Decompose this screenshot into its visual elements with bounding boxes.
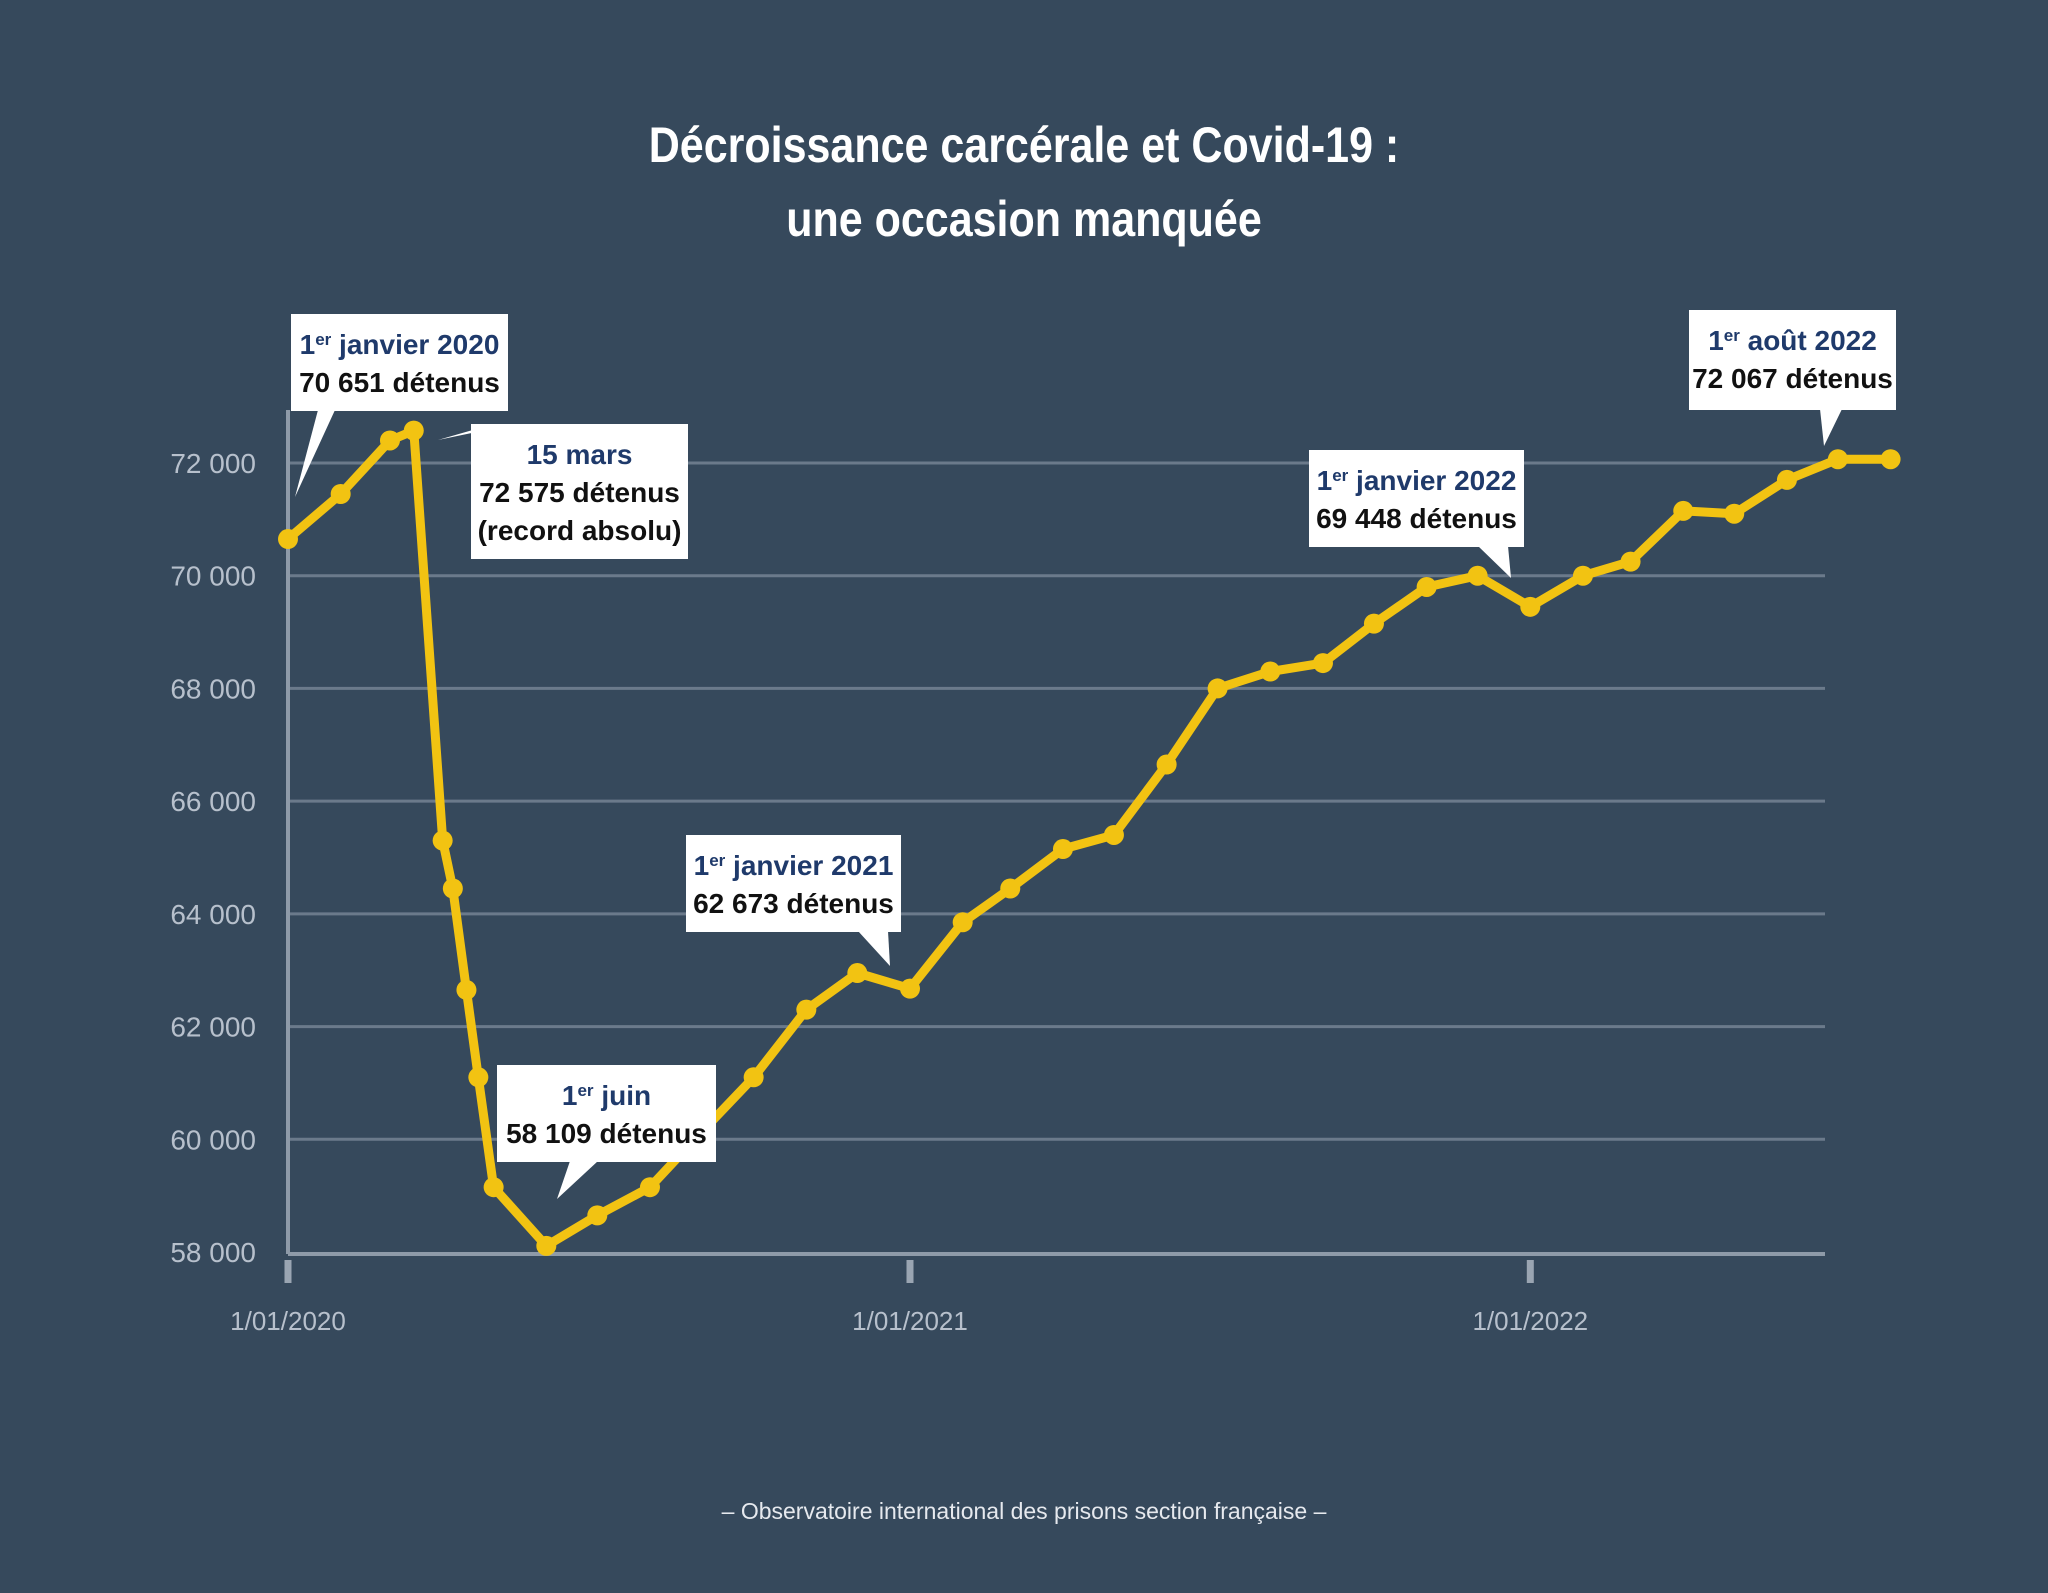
data-point (1467, 565, 1488, 586)
callout-pointer (1820, 409, 1842, 446)
callout-pointer (1478, 546, 1511, 578)
data-point (1000, 878, 1021, 899)
data-point (847, 963, 868, 984)
data-point (743, 1067, 764, 1088)
callout-heading: 1er janvier 2020 (300, 329, 500, 360)
data-point (330, 483, 351, 504)
data-point (639, 1177, 660, 1198)
callout-value: 69 448 détenus (1316, 503, 1517, 534)
callout-heading: 1er juin (562, 1080, 651, 1111)
callout-heading: 1er janvier 2021 (694, 850, 894, 881)
data-point (432, 830, 453, 851)
callout-box (1309, 450, 1524, 547)
y-tick-label: 64 000 (170, 899, 256, 930)
callout-value: 70 651 détenus (299, 367, 500, 398)
annotation-callout: 15 mars 72 575 détenus (record absolu) (438, 424, 688, 559)
data-point (483, 1177, 504, 1198)
data-point (1103, 824, 1124, 845)
source-caption: – Observatoire international des prisons… (721, 1498, 1327, 1524)
callout-pointer (557, 1161, 598, 1199)
data-point (952, 912, 973, 933)
data-point (1827, 449, 1848, 470)
y-tick-label: 60 000 (170, 1124, 256, 1155)
callout-note: (record absolu) (478, 515, 682, 546)
chart-title-line2: une occasion manquée (786, 191, 1262, 247)
data-point (456, 979, 477, 1000)
data-point (1156, 754, 1177, 775)
callout-box (291, 314, 508, 411)
callout-box (1689, 310, 1896, 410)
data-point (1724, 503, 1745, 524)
annotation-callout: 1er janvier 2020 70 651 détenus (291, 314, 508, 497)
data-point (468, 1067, 489, 1088)
data-point (1620, 551, 1641, 572)
callout-box (471, 424, 688, 559)
callout-heading: 1er août 2022 (1708, 325, 1877, 356)
x-tick-label: 1/01/2020 (230, 1306, 346, 1336)
data-point (1260, 661, 1281, 682)
annotation-callout: 1er janvier 2021 62 673 détenus (686, 835, 901, 966)
data-point (900, 978, 920, 999)
data-point (1052, 839, 1073, 860)
data-point (1520, 596, 1541, 617)
y-tick-label: 58 000 (170, 1237, 256, 1268)
data-point (278, 529, 298, 550)
data-point (1880, 449, 1901, 470)
callout-value: 62 673 détenus (693, 888, 894, 919)
chart-title-line1: Décroissance carcérale et Covid-19 : (648, 117, 1400, 173)
y-tick-label: 62 000 (170, 1012, 256, 1043)
callout-heading: 1er janvier 2022 (1317, 465, 1517, 496)
data-point (796, 999, 817, 1020)
data-point (1673, 500, 1694, 521)
callout-value: 58 109 détenus (506, 1118, 707, 1149)
data-point (442, 878, 463, 899)
data-point (1416, 576, 1437, 597)
y-tick-label: 70 000 (170, 561, 256, 592)
annotation-callout: 1er août 2022 72 067 détenus (1689, 310, 1896, 446)
y-tick-label: 66 000 (170, 786, 256, 817)
data-point (1363, 613, 1384, 634)
data-point (1207, 678, 1228, 699)
data-point (1572, 565, 1593, 586)
data-point (536, 1235, 557, 1256)
callout-box (497, 1065, 716, 1162)
x-tick-label: 1/01/2021 (852, 1306, 968, 1336)
callout-pointer (858, 931, 890, 966)
data-point (587, 1205, 608, 1226)
callout-pointer (295, 410, 335, 497)
annotation-callout: 1er janvier 2022 69 448 détenus (1309, 450, 1524, 578)
callout-value: 72 575 détenus (479, 477, 680, 508)
chart-title: Décroissance carcérale et Covid-19 : une… (143, 108, 1904, 256)
y-tick-label: 68 000 (170, 673, 256, 704)
x-tick-label: 1/01/2022 (1472, 1306, 1588, 1336)
callout-box (686, 835, 901, 932)
data-point (403, 420, 424, 441)
data-point (1776, 469, 1797, 490)
callout-value: 72 067 détenus (1692, 363, 1893, 394)
y-tick-label: 72 000 (170, 448, 256, 479)
annotation-callout: 1er juin 58 109 détenus (497, 1065, 716, 1199)
callout-heading: 15 mars (527, 439, 633, 470)
data-point (1312, 653, 1333, 674)
data-point (379, 430, 400, 451)
